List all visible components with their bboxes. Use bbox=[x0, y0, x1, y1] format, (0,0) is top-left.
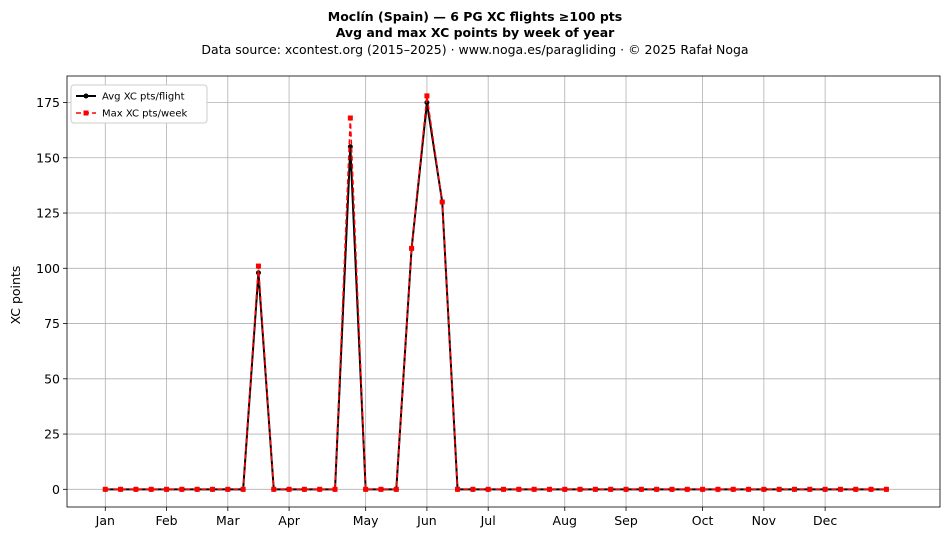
point-max bbox=[164, 486, 170, 492]
plot-frame bbox=[66, 75, 941, 508]
point-max bbox=[531, 486, 537, 492]
point-max bbox=[715, 486, 721, 492]
point-max bbox=[118, 486, 124, 492]
point-max bbox=[562, 486, 568, 492]
point-max bbox=[317, 486, 323, 492]
point-max bbox=[577, 486, 583, 492]
x-tick-label: Jun bbox=[416, 513, 437, 528]
series-line-avg bbox=[105, 102, 887, 491]
point-max bbox=[102, 486, 108, 492]
point-max bbox=[623, 486, 629, 492]
point-max bbox=[255, 263, 261, 269]
y-tick-label: 75 bbox=[44, 316, 60, 331]
point-max bbox=[393, 486, 399, 492]
axes: 0 25 50 75 100 125 150 175 Jan Feb Mar Apr May Jun Jul… bbox=[36, 75, 941, 528]
point-max bbox=[363, 486, 369, 492]
point-max bbox=[807, 486, 813, 492]
y-tick-label: 0 bbox=[52, 482, 60, 497]
point-max bbox=[424, 93, 430, 99]
x-tick-label: Nov bbox=[752, 513, 777, 528]
point-max bbox=[761, 486, 767, 492]
legend-label-max: Max XC pts/week bbox=[102, 109, 187, 120]
point-max bbox=[776, 486, 782, 492]
y-tick-label: 125 bbox=[36, 206, 60, 221]
x-tick-label: Dec bbox=[813, 513, 837, 528]
y-tick-label: 100 bbox=[36, 261, 60, 276]
point-max bbox=[654, 486, 660, 492]
point-max bbox=[792, 486, 797, 492]
point-max bbox=[837, 486, 843, 492]
point-max bbox=[179, 486, 185, 492]
point-max bbox=[669, 486, 675, 492]
y-axis-label: XC points bbox=[8, 266, 23, 325]
point-max bbox=[378, 486, 384, 492]
x-tick-label: Oct bbox=[692, 513, 714, 528]
point-max bbox=[240, 486, 246, 492]
point-max bbox=[271, 486, 277, 492]
chart-subtitle: Avg and max XC points by week of year bbox=[335, 25, 615, 40]
x-tick-label: Aug bbox=[553, 513, 577, 528]
point-max bbox=[332, 486, 338, 492]
x-tick-label: Apr bbox=[278, 513, 300, 528]
point-max bbox=[746, 486, 752, 492]
y-tick-label: 50 bbox=[44, 371, 60, 386]
point-max bbox=[546, 486, 552, 492]
point-max bbox=[868, 486, 874, 492]
point-max bbox=[853, 486, 859, 492]
point-max bbox=[592, 486, 598, 492]
y-tick-label: 25 bbox=[44, 427, 60, 442]
point-max bbox=[347, 115, 353, 121]
point-max bbox=[148, 486, 154, 492]
point-max bbox=[194, 486, 200, 492]
point-max bbox=[455, 486, 461, 492]
chart-title: Moclín (Spain) — 6 PG XC flights ≥100 pt… bbox=[327, 9, 623, 24]
point-max bbox=[501, 486, 506, 492]
x-tick-label: May bbox=[353, 513, 379, 528]
y-tick-label: 150 bbox=[36, 150, 60, 165]
point-max bbox=[684, 486, 690, 492]
legend-marker-max bbox=[83, 110, 89, 116]
legend-label-avg: Avg XC pts/flight bbox=[102, 92, 185, 103]
grid bbox=[67, 76, 940, 507]
point-max bbox=[608, 486, 614, 492]
x-tick-label: Mar bbox=[216, 513, 240, 528]
legend: Avg XC pts/flight Max XC pts/week bbox=[70, 84, 208, 124]
x-tick-label: Jul bbox=[480, 513, 496, 528]
y-tick-label: 175 bbox=[36, 95, 60, 110]
point-max bbox=[638, 486, 644, 492]
point-max bbox=[516, 486, 522, 492]
chart-caption: Data source: xcontest.org (2015–2025) · … bbox=[201, 42, 749, 57]
point-max bbox=[409, 245, 415, 251]
point-max bbox=[210, 486, 215, 492]
legend-box bbox=[70, 84, 208, 124]
point-max bbox=[883, 486, 889, 492]
x-tick-label: Feb bbox=[155, 513, 177, 528]
x-tick-label: Sep bbox=[614, 513, 638, 528]
series-layer bbox=[102, 93, 889, 492]
point-max bbox=[225, 486, 231, 492]
x-tick-label: Jan bbox=[95, 513, 115, 528]
point-max bbox=[730, 486, 736, 492]
point-max bbox=[286, 486, 292, 492]
chart-titles: Moclín (Spain) — 6 PG XC flights ≥100 pt… bbox=[0, 9, 950, 58]
series-line-max bbox=[105, 95, 887, 491]
point-max bbox=[133, 486, 139, 492]
point-max bbox=[470, 486, 476, 492]
point-max bbox=[485, 486, 491, 492]
point-max bbox=[301, 486, 307, 492]
point-max bbox=[700, 486, 706, 492]
point-max bbox=[439, 199, 445, 205]
point-max bbox=[822, 486, 828, 492]
legend-marker-avg bbox=[83, 93, 89, 99]
